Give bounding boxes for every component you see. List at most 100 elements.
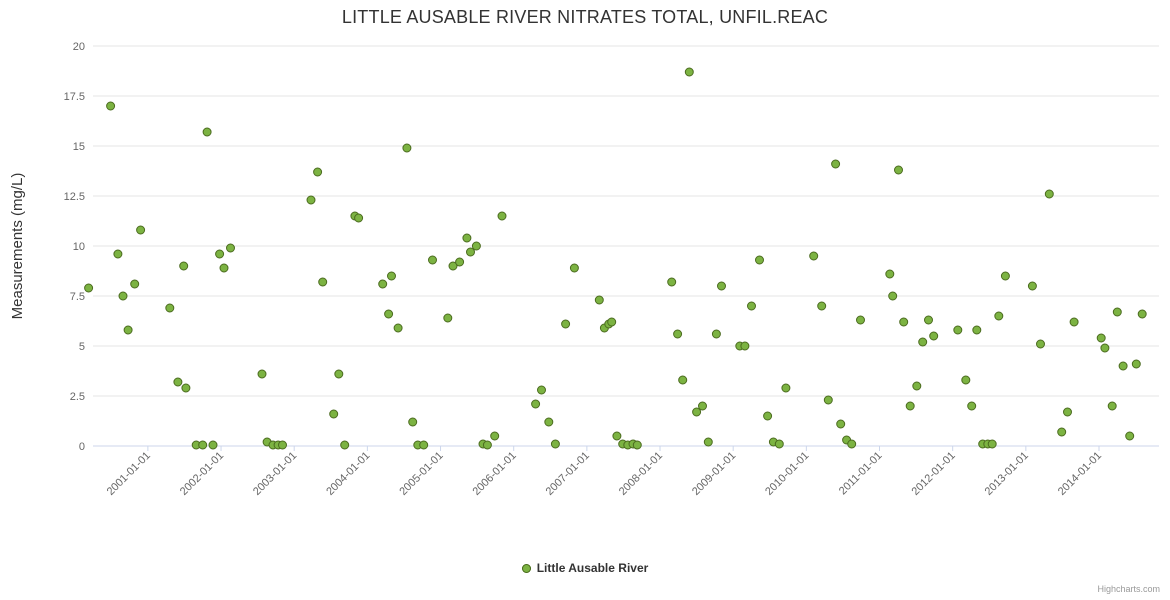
- data-point[interactable]: [1069, 317, 1079, 327]
- data-point[interactable]: [313, 167, 323, 177]
- data-point[interactable]: [1063, 407, 1072, 417]
- data-point[interactable]: [173, 377, 183, 387]
- data-point[interactable]: [136, 225, 146, 235]
- data-point[interactable]: [1137, 309, 1147, 319]
- data-point[interactable]: [387, 271, 396, 281]
- data-point[interactable]: [1107, 401, 1117, 411]
- data-point[interactable]: [894, 165, 903, 175]
- data-point[interactable]: [384, 309, 394, 319]
- data-point[interactable]: [899, 317, 909, 327]
- data-point[interactable]: [774, 439, 784, 449]
- data-point[interactable]: [1112, 307, 1122, 317]
- data-point[interactable]: [1100, 343, 1110, 353]
- data-point[interactable]: [354, 213, 364, 223]
- data-point[interactable]: [763, 411, 773, 421]
- data-point[interactable]: [215, 249, 225, 259]
- data-point[interactable]: [419, 440, 429, 450]
- data-point[interactable]: [198, 440, 208, 450]
- data-point[interactable]: [408, 417, 418, 427]
- data-point[interactable]: [929, 331, 939, 341]
- credits-link[interactable]: Highcharts.com: [1097, 584, 1160, 594]
- data-point[interactable]: [490, 431, 500, 441]
- legend-item[interactable]: Little Ausable River: [0, 561, 1170, 575]
- data-point[interactable]: [836, 419, 846, 429]
- data-point[interactable]: [607, 317, 617, 327]
- data-point[interactable]: [106, 101, 116, 111]
- data-point[interactable]: [1000, 271, 1010, 281]
- data-point[interactable]: [781, 383, 791, 393]
- data-point[interactable]: [561, 319, 571, 329]
- data-point[interactable]: [809, 251, 819, 261]
- data-point[interactable]: [278, 440, 287, 450]
- data-point[interactable]: [1027, 281, 1037, 291]
- data-point[interactable]: [856, 315, 865, 325]
- data-point[interactable]: [393, 323, 403, 333]
- data-point[interactable]: [455, 257, 465, 267]
- data-point[interactable]: [918, 337, 928, 347]
- data-point[interactable]: [531, 399, 541, 409]
- data-point[interactable]: [1096, 333, 1106, 343]
- data-point[interactable]: [318, 277, 328, 287]
- data-point[interactable]: [967, 401, 977, 411]
- data-point[interactable]: [1057, 427, 1067, 437]
- data-point[interactable]: [692, 407, 702, 417]
- data-point[interactable]: [340, 440, 350, 450]
- data-point[interactable]: [544, 417, 554, 427]
- data-point[interactable]: [123, 325, 133, 335]
- data-point[interactable]: [1044, 189, 1054, 199]
- data-point[interactable]: [334, 369, 344, 379]
- data-point[interactable]: [113, 249, 123, 259]
- data-point[interactable]: [550, 439, 560, 449]
- data-point[interactable]: [443, 313, 453, 323]
- data-point[interactable]: [130, 279, 140, 289]
- data-point[interactable]: [667, 277, 677, 287]
- data-point[interactable]: [497, 211, 507, 221]
- data-point[interactable]: [482, 440, 492, 450]
- data-point[interactable]: [179, 261, 189, 271]
- data-point[interactable]: [831, 159, 841, 169]
- data-point[interactable]: [673, 329, 683, 339]
- data-point[interactable]: [987, 439, 997, 449]
- data-point[interactable]: [84, 283, 94, 293]
- data-point[interactable]: [208, 440, 218, 450]
- data-point[interactable]: [698, 401, 707, 411]
- data-point[interactable]: [711, 329, 721, 339]
- data-point[interactable]: [226, 243, 235, 253]
- data-point[interactable]: [1125, 431, 1135, 441]
- data-point[interactable]: [181, 383, 191, 393]
- data-point[interactable]: [885, 269, 895, 279]
- data-point[interactable]: [402, 143, 412, 153]
- data-point[interactable]: [703, 437, 713, 447]
- data-point[interactable]: [953, 325, 963, 335]
- data-point[interactable]: [747, 301, 756, 311]
- data-point[interactable]: [448, 261, 458, 271]
- data-point[interactable]: [823, 395, 833, 405]
- data-point[interactable]: [755, 255, 764, 265]
- data-point[interactable]: [972, 325, 982, 335]
- data-point[interactable]: [961, 375, 971, 385]
- data-point[interactable]: [329, 409, 339, 419]
- data-point[interactable]: [888, 291, 898, 301]
- data-point[interactable]: [740, 341, 750, 351]
- data-point[interactable]: [632, 440, 642, 450]
- data-point[interactable]: [817, 301, 827, 311]
- data-point[interactable]: [678, 375, 688, 385]
- data-point[interactable]: [306, 195, 316, 205]
- data-point[interactable]: [924, 315, 933, 325]
- data-point[interactable]: [165, 303, 175, 313]
- data-point[interactable]: [569, 263, 579, 273]
- data-point[interactable]: [717, 281, 726, 291]
- data-point[interactable]: [462, 233, 472, 243]
- data-point[interactable]: [994, 311, 1004, 321]
- data-point[interactable]: [684, 67, 694, 77]
- data-point[interactable]: [219, 263, 229, 273]
- data-point[interactable]: [594, 295, 604, 305]
- data-point[interactable]: [257, 369, 267, 379]
- data-point[interactable]: [202, 127, 212, 137]
- data-point[interactable]: [905, 401, 915, 411]
- data-point[interactable]: [612, 431, 622, 441]
- data-point[interactable]: [466, 247, 475, 257]
- data-point[interactable]: [471, 241, 481, 251]
- data-point[interactable]: [1131, 359, 1141, 369]
- data-point[interactable]: [378, 279, 388, 289]
